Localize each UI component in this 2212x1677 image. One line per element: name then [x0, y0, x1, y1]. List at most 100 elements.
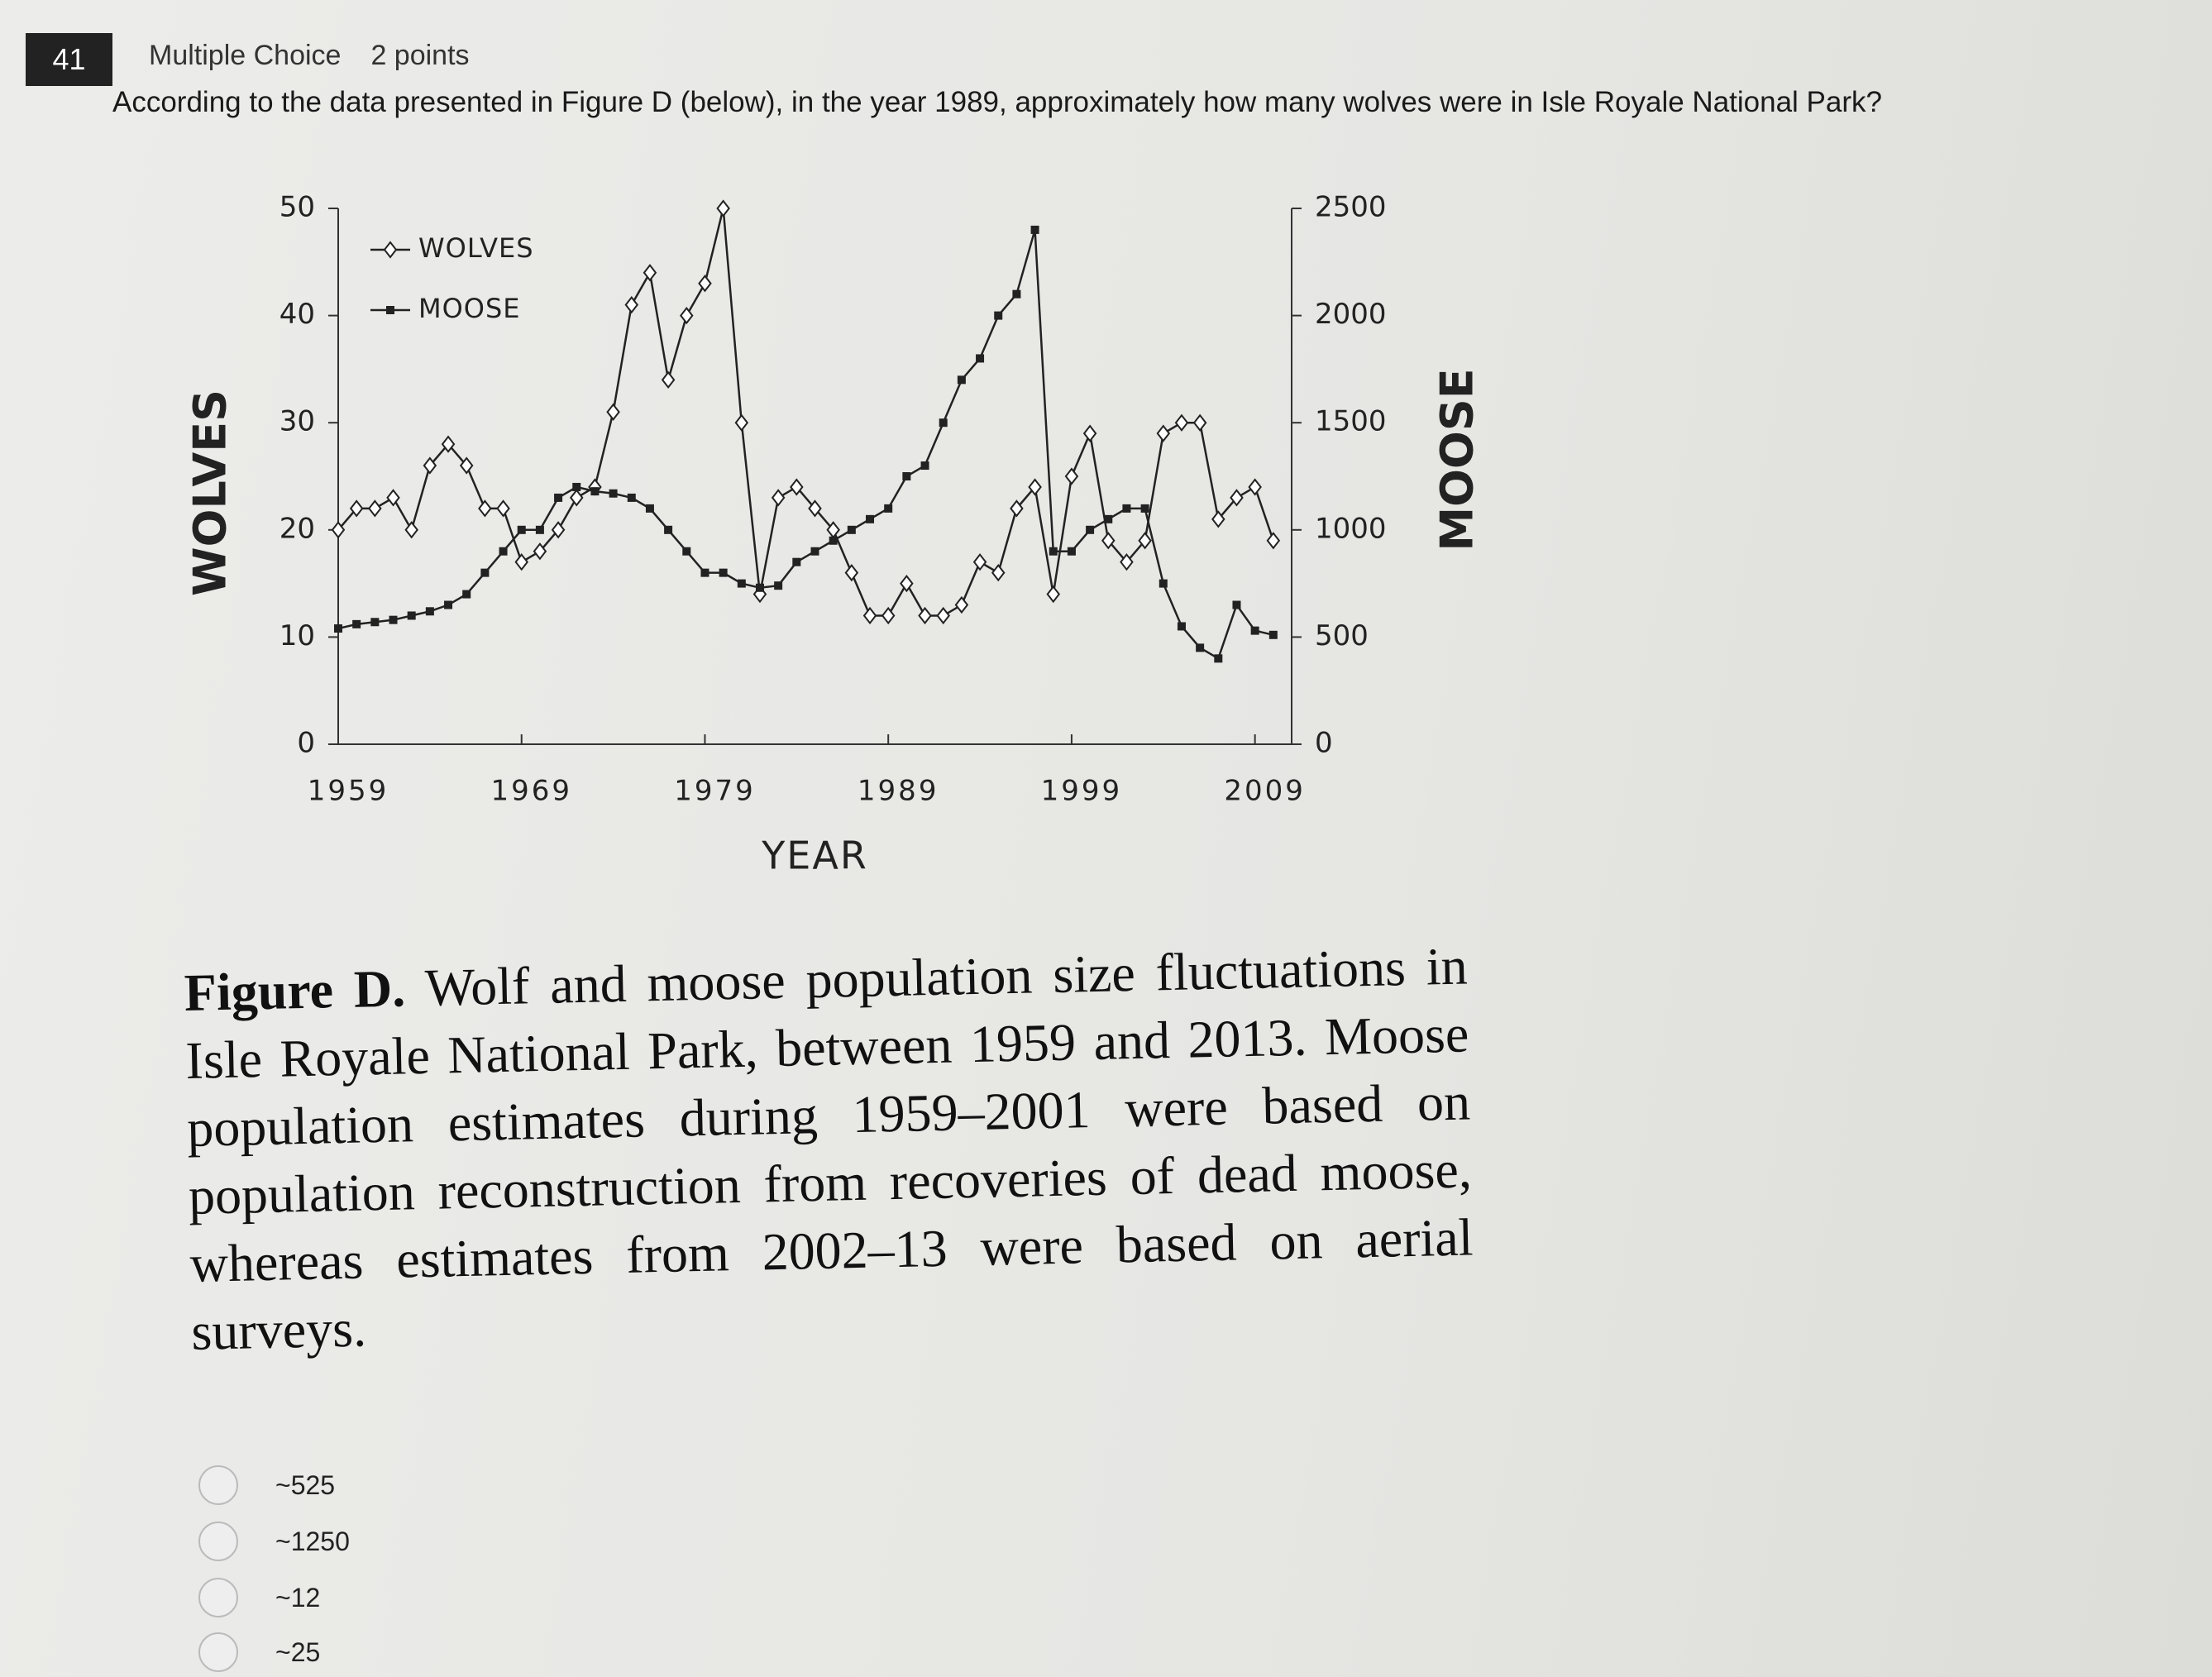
- answer-option[interactable]: ~25: [198, 1632, 320, 1672]
- data-point: [1064, 467, 1079, 485]
- data-point: [1122, 504, 1131, 513]
- data-point: [991, 564, 1006, 582]
- data-point: [386, 489, 400, 507]
- data-point: [407, 611, 416, 620]
- data-point: [1211, 510, 1225, 528]
- data-point: [1159, 579, 1168, 588]
- data-point: [829, 536, 838, 545]
- series: [331, 199, 1281, 625]
- legend-label: WOLVES: [418, 232, 534, 264]
- legend-marker: [386, 306, 394, 314]
- data-point: [1214, 654, 1223, 663]
- data-point: [1268, 630, 1278, 639]
- data-point: [994, 311, 1003, 320]
- data-point: [423, 456, 437, 475]
- question-type: Multiple Choice: [149, 40, 342, 71]
- data-point: [590, 487, 600, 496]
- data-point: [1250, 626, 1259, 635]
- data-point: [972, 553, 987, 571]
- data-point: [352, 619, 361, 628]
- answer-option[interactable]: ~12: [198, 1578, 320, 1617]
- data-point: [480, 568, 490, 577]
- data-point: [976, 354, 985, 363]
- option-label[interactable]: ~25: [275, 1636, 321, 1667]
- radio-button[interactable]: [198, 1632, 238, 1672]
- data-point: [716, 199, 730, 217]
- data-point: [425, 607, 434, 616]
- y-tick-label: 40: [279, 298, 315, 331]
- option-label[interactable]: ~525: [275, 1469, 336, 1500]
- data-point: [881, 606, 896, 625]
- data-point: [533, 542, 547, 561]
- y2-tick-label: 2000: [1315, 298, 1387, 331]
- data-point: [1230, 489, 1244, 507]
- y2-tick-label: 1500: [1315, 405, 1387, 438]
- option-label[interactable]: ~1250: [275, 1526, 350, 1556]
- y-tick-label: 10: [279, 619, 315, 652]
- radio-button[interactable]: [198, 1578, 238, 1617]
- data-point: [609, 489, 618, 498]
- data-point: [918, 606, 932, 625]
- data-point: [1196, 643, 1205, 652]
- data-point: [866, 514, 875, 523]
- data-point: [1012, 289, 1021, 299]
- radio-button[interactable]: [198, 1465, 238, 1505]
- data-point: [514, 553, 528, 571]
- data-point: [1104, 514, 1113, 523]
- caption-label: Figure D.: [184, 958, 406, 1022]
- data-point: [954, 595, 969, 614]
- data-point: [331, 521, 346, 539]
- data-point: [920, 461, 929, 471]
- data-point: [1140, 504, 1149, 513]
- data-point: [404, 521, 418, 539]
- data-point: [627, 493, 636, 502]
- answer-option[interactable]: ~1250: [198, 1522, 350, 1561]
- x-tick-label: 1999: [1041, 775, 1123, 808]
- data-point: [680, 306, 694, 325]
- data-point: [737, 579, 746, 588]
- data-point: [682, 547, 691, 556]
- data-point: [844, 564, 859, 582]
- data-point: [1010, 499, 1024, 518]
- x-tick-label: 1989: [858, 775, 939, 808]
- data-point: [1101, 532, 1116, 550]
- data-point: [771, 489, 786, 507]
- data-point: [808, 499, 822, 518]
- option-label[interactable]: ~12: [275, 1582, 321, 1612]
- data-point: [1046, 585, 1061, 604]
- data-point: [569, 489, 584, 507]
- series-line: [337, 208, 1275, 617]
- y2-axis-label: MOOSE: [1431, 368, 1483, 551]
- data-point: [389, 615, 398, 624]
- data-point: [535, 525, 544, 534]
- data-point: [1082, 424, 1097, 442]
- x-tick-label: 1969: [490, 775, 572, 808]
- data-point: [645, 504, 654, 513]
- question-text: According to the data presented in Figur…: [112, 86, 1882, 118]
- y-tick-label: 50: [279, 191, 315, 224]
- radio-button[interactable]: [198, 1522, 238, 1561]
- data-point: [1067, 547, 1076, 556]
- data-point: [790, 478, 804, 496]
- data-point: [1120, 553, 1134, 571]
- data-point: [572, 482, 581, 491]
- y2-tick-label: 2500: [1315, 191, 1387, 224]
- data-point: [334, 624, 342, 633]
- data-point: [957, 375, 966, 385]
- data-point: [606, 403, 620, 421]
- data-point: [902, 472, 911, 480]
- question-points: 2 points: [370, 40, 470, 71]
- data-point: [900, 574, 914, 593]
- data-point: [1266, 532, 1281, 550]
- data-point: [1156, 424, 1171, 442]
- y-axis-label: WOLVES: [184, 389, 236, 596]
- data-point: [499, 547, 508, 556]
- data-point: [1232, 600, 1241, 609]
- data-point: [774, 581, 783, 590]
- data-point: [755, 583, 764, 592]
- x-tick-label: 1959: [308, 775, 389, 808]
- data-point: [370, 618, 380, 627]
- answer-option[interactable]: ~525: [198, 1465, 335, 1505]
